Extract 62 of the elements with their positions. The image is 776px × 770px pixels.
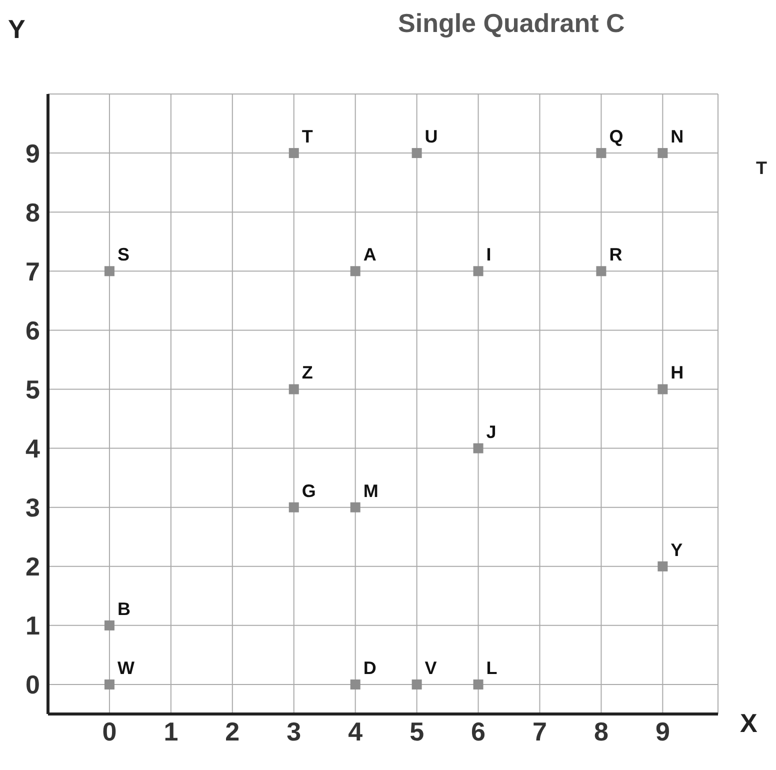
point [658, 148, 668, 158]
y-tick-label: 9 [26, 138, 40, 168]
data-label: H [670, 362, 684, 383]
x-tick-label: 3 [286, 716, 302, 746]
x-tick-label: 5 [410, 716, 424, 746]
data-label: A [363, 244, 376, 265]
data-label: W [117, 658, 134, 678]
data-label: T [302, 126, 313, 147]
data-label: I [486, 244, 492, 265]
y-axis-title: Y [8, 14, 26, 45]
point [104, 266, 114, 276]
y-tick-label: 0 [26, 670, 40, 700]
data-label: Z [302, 362, 313, 383]
point [412, 679, 422, 690]
y-tick-label: 2 [26, 552, 40, 582]
point [104, 679, 114, 690]
data-label: S [117, 244, 130, 265]
point [288, 502, 299, 512]
data-label: N [670, 126, 684, 147]
y-tick-label: 1 [26, 610, 40, 641]
x-tick-label: 2 [225, 716, 240, 746]
x-axis-title: X [740, 708, 758, 739]
point [288, 384, 299, 394]
x-tick-label: 4 [348, 716, 364, 746]
point [473, 443, 484, 454]
text: T [756, 158, 767, 179]
y-tick-label: 3 [26, 492, 40, 523]
data-label: G [302, 480, 316, 501]
point [473, 679, 484, 690]
point [658, 561, 668, 572]
y-tick-label: 5 [26, 374, 40, 404]
point [104, 620, 114, 630]
point [412, 148, 422, 158]
data-label: R [609, 244, 622, 265]
point [658, 384, 668, 394]
y-tick-label: 6 [26, 315, 40, 346]
data-label: B [117, 598, 130, 619]
data-label: D [363, 658, 376, 678]
data-label: U [424, 126, 438, 147]
x-tick-label: 6 [471, 716, 486, 746]
x-tick-label: 0 [102, 716, 117, 746]
x-tick-label: 8 [594, 716, 608, 746]
data-label: J [486, 422, 496, 442]
y-tick-label: 7 [26, 256, 40, 286]
y-tick-label: 8 [26, 197, 40, 228]
y-tick-label: 4 [26, 434, 41, 464]
point [596, 148, 606, 158]
x-tick-label: 9 [655, 716, 670, 746]
data-label: M [363, 480, 378, 501]
data-label: Y [670, 540, 683, 560]
point [596, 266, 606, 276]
point [350, 502, 360, 512]
point [288, 148, 299, 158]
data-label: L [486, 658, 498, 678]
point [350, 679, 360, 690]
x-tick-label: 1 [164, 716, 178, 746]
point [473, 266, 484, 276]
x-tick-label: 7 [532, 716, 547, 746]
data-label: Q [609, 126, 624, 147]
data-label: V [424, 658, 437, 678]
point [350, 266, 360, 276]
chart-title: Single Quadrant C [398, 8, 625, 39]
